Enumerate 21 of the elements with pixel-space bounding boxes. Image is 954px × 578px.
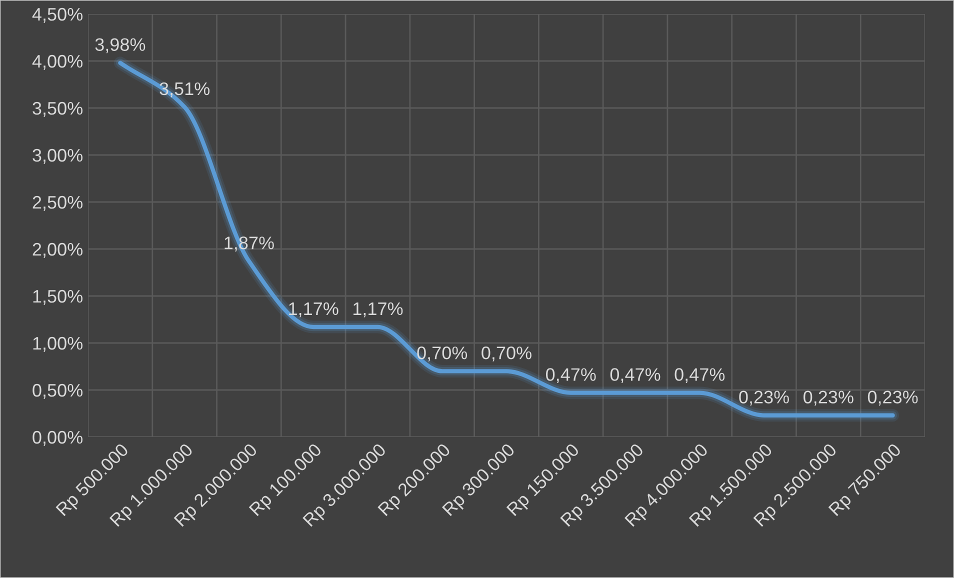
data-label: 1,17%	[289, 302, 338, 318]
y-tick-label: 3,00%	[32, 148, 82, 164]
y-tick-label: 3,50%	[32, 102, 82, 117]
data-label: 0,23%	[739, 390, 789, 406]
y-tick-label: 1,00%	[33, 336, 82, 352]
data-label: 1,17%	[354, 302, 403, 318]
data-label: 0,47%	[610, 368, 660, 384]
data-label: 3,98%	[95, 38, 146, 54]
data-label: 0,70%	[482, 346, 532, 362]
data-label: 0,23%	[868, 390, 918, 406]
y-tick-label: 4,00%	[32, 54, 82, 70]
y-tick-label: 4,50%	[32, 8, 82, 23]
y-tick-label: 2,00%	[32, 242, 82, 258]
data-label: 0,70%	[417, 346, 468, 362]
y-tick-label: 0,50%	[32, 384, 82, 399]
y-tick-label: 2,50%	[32, 196, 82, 211]
y-tick-label: 1,50%	[33, 290, 82, 305]
y-tick-label: 0,00%	[32, 430, 82, 446]
data-label: 0,47%	[546, 368, 596, 384]
data-label: 0,47%	[674, 368, 725, 384]
data-label: 0,23%	[804, 390, 854, 406]
